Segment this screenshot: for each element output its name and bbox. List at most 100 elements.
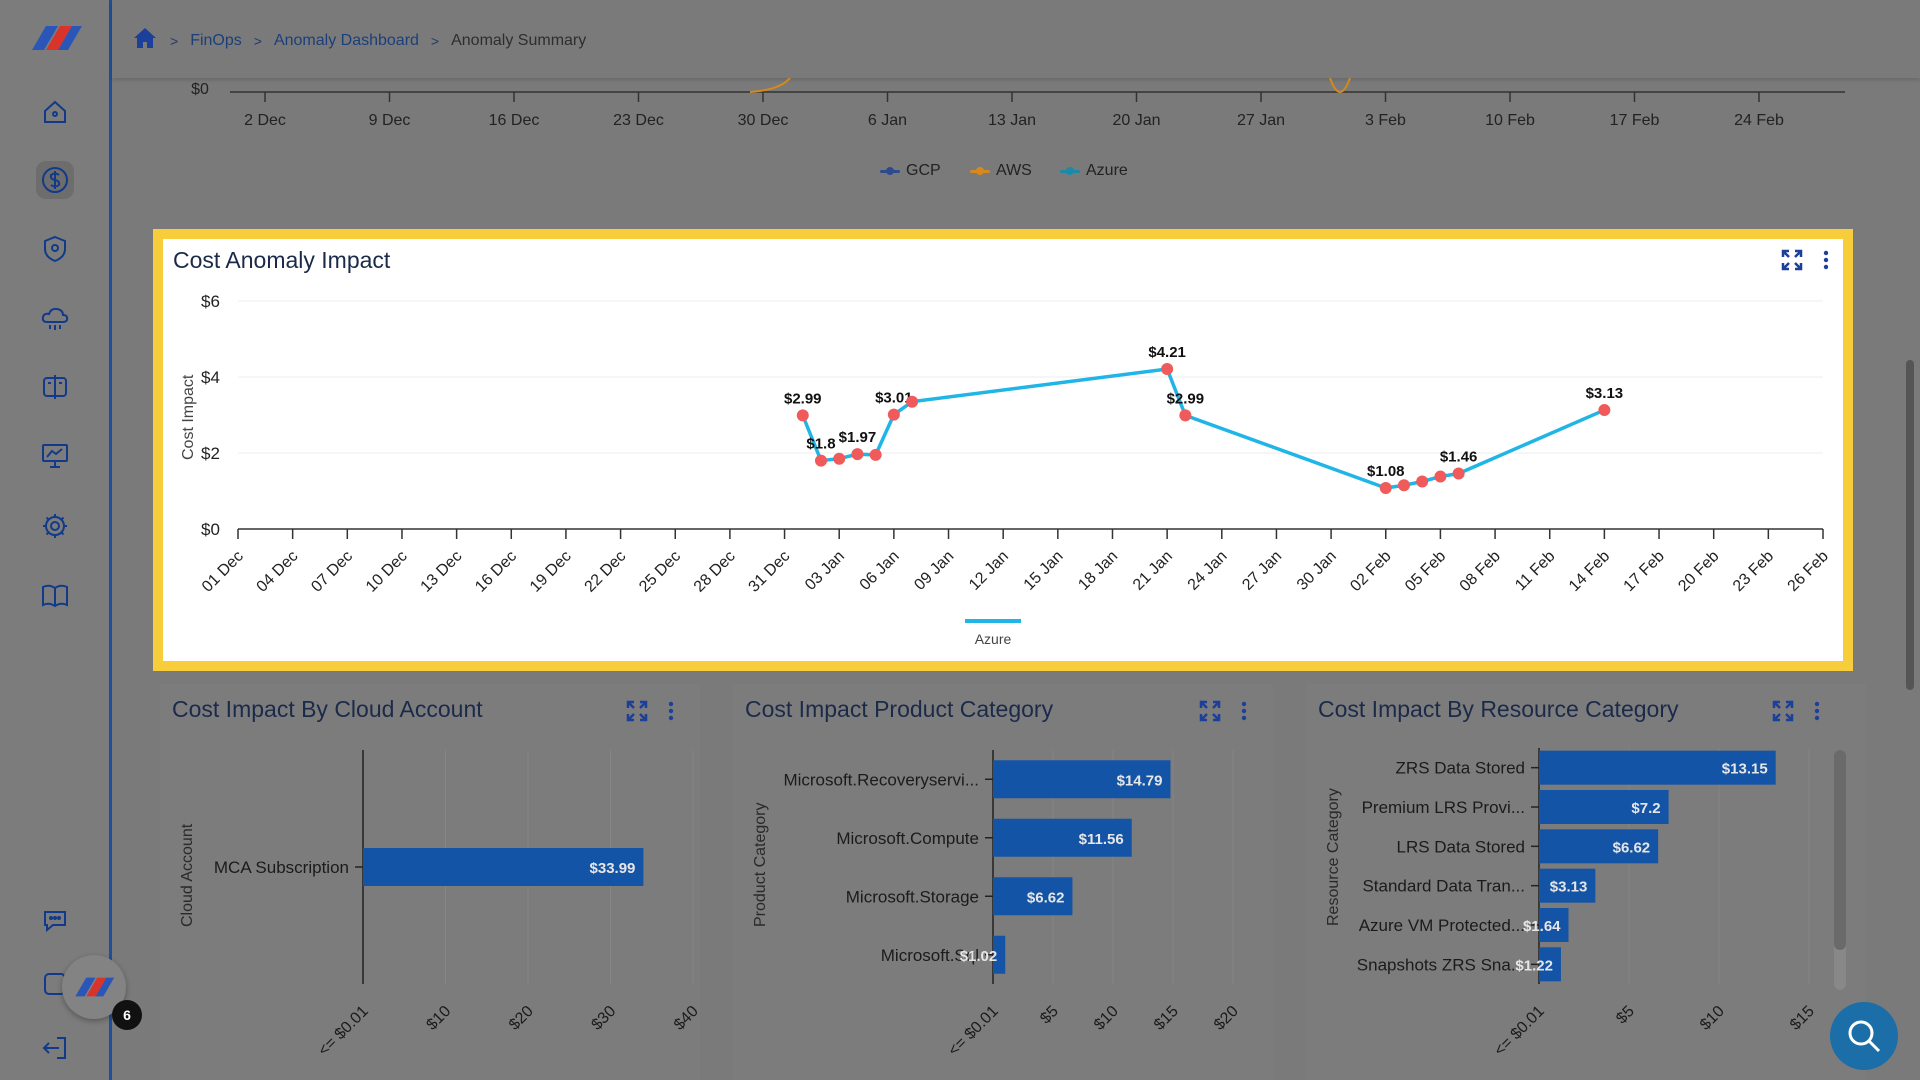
bar[interactable] [993, 818, 1132, 857]
data-point[interactable] [833, 452, 846, 465]
category-label: MCA Subscription [214, 858, 349, 877]
more-options-icon[interactable] [1241, 701, 1247, 727]
bar[interactable] [1539, 947, 1561, 982]
legend-azure-label: Azure [975, 631, 1012, 647]
data-point[interactable] [906, 395, 919, 408]
expand-icon[interactable] [1781, 249, 1803, 277]
search-icon [1848, 1020, 1881, 1053]
x-tick-label: $5 [1613, 1003, 1638, 1028]
shield-icon[interactable] [36, 230, 74, 268]
x-tick-label: 13 Dec [418, 548, 466, 596]
more-options-icon[interactable] [1814, 701, 1820, 727]
logout-icon[interactable] [36, 1029, 74, 1067]
panel-tools [1199, 700, 1247, 728]
resource-category-bar-chart: <= $0.01 $5 $10 $15 Resource Category ZRS Dat… [1325, 748, 1818, 1059]
bar[interactable] [1539, 908, 1569, 942]
page-scrollbar[interactable] [1906, 360, 1914, 690]
chat-icon[interactable] [36, 901, 74, 939]
x-tick-label: 01 Dec [199, 548, 247, 596]
x-tick-label: $10 [1091, 1003, 1122, 1034]
x-tick-label: $10 [1697, 1003, 1728, 1034]
x-tick-label: $20 [506, 1003, 537, 1034]
bar[interactable] [1539, 868, 1596, 903]
x-tick-label: 27 Jan [1236, 112, 1286, 129]
expand-icon[interactable] [626, 700, 648, 728]
more-options-icon[interactable] [1823, 250, 1829, 276]
y-tick-label: $2 [201, 444, 220, 463]
bar-value-label: $6.62 [1613, 839, 1651, 856]
data-point[interactable] [851, 448, 864, 461]
data-label: $4.21 [1148, 344, 1186, 361]
bar-value-label: $33.99 [590, 860, 636, 877]
data-point[interactable] [1416, 475, 1429, 488]
legend-azure-label: Azure [1086, 162, 1128, 179]
book-icon[interactable] [36, 576, 74, 614]
top-header: > FinOps > Anomaly Dashboard > Anomaly S… [112, 0, 1920, 78]
cost-anomaly-impact-panel: Cost Anomaly Impact $0 $2 $4 $6 Cost Impact 0… [153, 229, 1853, 671]
legend-gcp[interactable]: GCP [880, 162, 941, 180]
x-tick-label: 10 Feb [1485, 112, 1535, 129]
search-fab[interactable] [1830, 1002, 1898, 1070]
x-tick-label: 20 Jan [1112, 112, 1161, 129]
bar[interactable] [1539, 750, 1776, 785]
data-point[interactable] [796, 409, 809, 422]
legend-gcp-label: GCP [906, 162, 941, 179]
x-tick-label: 9 Dec [368, 112, 411, 129]
data-point[interactable] [887, 408, 900, 421]
x-tick-label: 22 Dec [582, 548, 630, 596]
gear-icon[interactable] [36, 507, 74, 545]
bar-value-label: $11.56 [1079, 831, 1124, 848]
breadcrumb-separator: > [170, 32, 179, 49]
y-axis-label: Resource Category [1325, 788, 1342, 926]
home-icon[interactable] [36, 93, 74, 131]
data-label: $1.46 [1440, 449, 1478, 466]
legend-aws-swatch [970, 166, 990, 175]
bar[interactable] [363, 848, 644, 886]
x-tick-label: 23 Dec [613, 112, 664, 129]
bar[interactable] [993, 935, 1006, 974]
bar[interactable] [1539, 829, 1659, 864]
more-options-icon[interactable] [668, 701, 674, 727]
breadcrumb-home-icon[interactable] [132, 26, 158, 55]
split-icon[interactable] [36, 368, 74, 406]
data-label: $1.08 [1367, 463, 1405, 480]
panel-scrollbar[interactable] [1834, 750, 1846, 990]
category-label: Microsoft.Sql [881, 946, 979, 965]
panel-scrollbar-thumb[interactable] [1834, 750, 1846, 950]
data-label: $2.99 [784, 390, 822, 407]
data-point[interactable] [869, 448, 882, 461]
breadcrumb-anomaly-dashboard[interactable]: Anomaly Dashboard [273, 31, 419, 49]
data-point[interactable] [1452, 467, 1465, 480]
x-tick-label: 07 Dec [308, 548, 356, 596]
expand-icon[interactable] [1199, 700, 1221, 728]
bar[interactable] [993, 760, 1171, 799]
cloud-account-bar-chart: <= $0.01 $10 $20 $30 $40 Cloud Account MCA Sub… [179, 750, 700, 1059]
panel-tools [1781, 249, 1829, 277]
x-tick-label: 08 Feb [1457, 548, 1504, 595]
panel-title: Cost Impact Product Category [745, 696, 1054, 722]
data-point[interactable] [1179, 409, 1192, 422]
x-tick-label: 28 Dec [691, 548, 739, 596]
legend-aws[interactable]: AWS [970, 162, 1032, 180]
breadcrumb-anomaly-summary: Anomaly Summary [451, 31, 587, 49]
data-label: $2.99 [1167, 390, 1205, 407]
x-tick-label: 24 Feb [1734, 112, 1784, 129]
expand-icon[interactable] [1772, 700, 1794, 728]
cost-impact-cloud-account-panel: Cost Impact By Cloud Account <= $0.01 $10… [160, 684, 700, 1080]
breadcrumb-finops[interactable]: FinOps [190, 31, 242, 49]
bar-value-label: $1.64 [1523, 918, 1561, 935]
data-point[interactable] [1598, 404, 1611, 417]
dollar-icon[interactable] [36, 161, 74, 199]
data-point[interactable] [814, 454, 827, 467]
data-point[interactable] [1379, 481, 1392, 494]
y-axis-label: Product Category [752, 802, 769, 927]
bar[interactable] [993, 877, 1073, 916]
data-point[interactable] [1161, 363, 1174, 376]
app-logo[interactable] [28, 20, 84, 56]
bar[interactable] [1539, 790, 1669, 824]
cloud-icon[interactable] [36, 299, 74, 337]
monitor-chart-icon[interactable] [36, 437, 74, 475]
legend-azure[interactable]: Azure [1060, 162, 1128, 180]
data-point[interactable] [1434, 470, 1447, 483]
data-point[interactable] [1397, 479, 1410, 492]
